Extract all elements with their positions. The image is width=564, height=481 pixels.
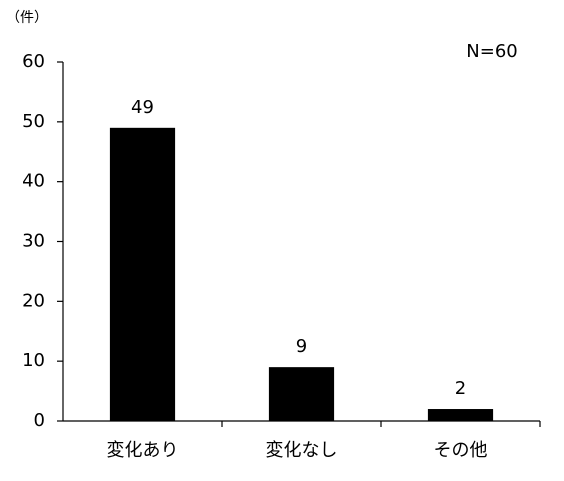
x-tick-label: その他 <box>434 440 488 461</box>
y-tick-label: 30 <box>22 231 45 252</box>
bar <box>268 367 335 421</box>
x-tick-label: 変化あり <box>107 440 179 461</box>
data-label: 49 <box>131 97 154 118</box>
y-tick-label: 10 <box>22 350 45 371</box>
bar <box>427 409 494 421</box>
y-tick-label: 50 <box>22 111 45 132</box>
x-tick-label: 変化なし <box>266 440 338 461</box>
y-tick-label: 20 <box>22 290 45 311</box>
y-axis-label: （件） <box>6 10 48 26</box>
bar <box>109 127 176 422</box>
y-tick-label: 60 <box>22 51 45 72</box>
annotation: N=60 <box>466 41 517 62</box>
data-label: 2 <box>455 378 466 399</box>
data-label: 9 <box>296 336 307 357</box>
y-tick-label: 40 <box>22 171 45 192</box>
y-tick-label: 0 <box>34 410 45 431</box>
